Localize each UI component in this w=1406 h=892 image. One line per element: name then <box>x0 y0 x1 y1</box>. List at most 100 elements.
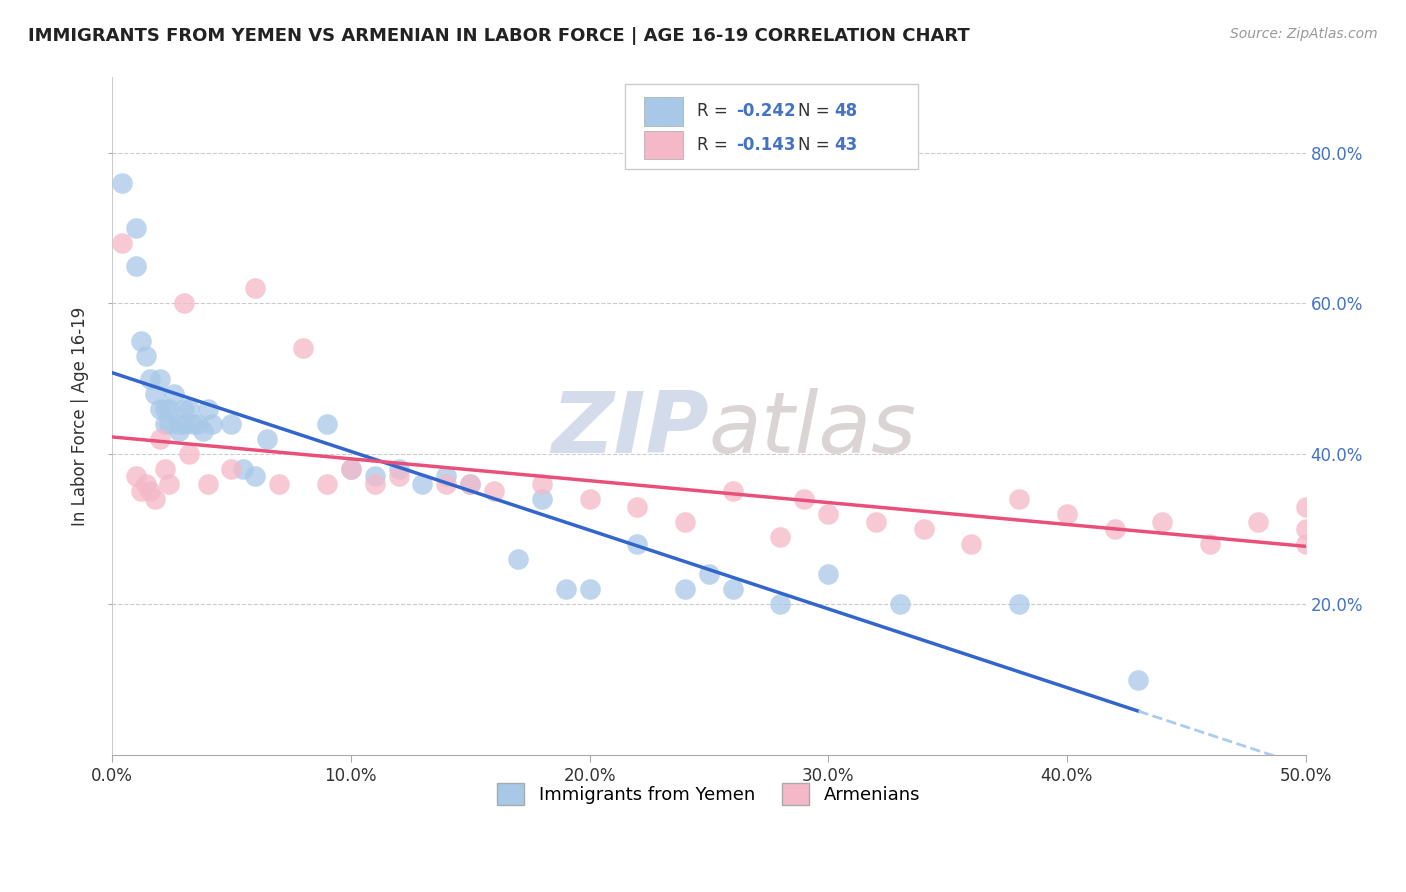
Point <box>173 401 195 416</box>
Point <box>173 296 195 310</box>
Point <box>1008 598 1031 612</box>
Point <box>292 342 315 356</box>
Point <box>769 530 792 544</box>
Point <box>221 417 243 431</box>
Text: IMMIGRANTS FROM YEMEN VS ARMENIAN IN LABOR FORCE | AGE 16-19 CORRELATION CHART: IMMIGRANTS FROM YEMEN VS ARMENIAN IN LAB… <box>28 27 970 45</box>
Text: atlas: atlas <box>709 388 917 471</box>
Point <box>197 401 219 416</box>
Point <box>1128 673 1150 687</box>
Point <box>135 349 157 363</box>
Point <box>340 462 363 476</box>
Text: R =: R = <box>697 103 733 120</box>
Text: -0.143: -0.143 <box>737 136 796 154</box>
Point <box>721 484 744 499</box>
Point <box>793 491 815 506</box>
Text: -0.242: -0.242 <box>737 103 796 120</box>
Point <box>245 281 267 295</box>
Point <box>245 469 267 483</box>
Point <box>125 259 148 273</box>
Point <box>411 477 433 491</box>
Text: 48: 48 <box>834 103 858 120</box>
Point <box>1104 522 1126 536</box>
Point <box>163 386 186 401</box>
Point <box>1199 537 1222 551</box>
Text: R =: R = <box>697 136 733 154</box>
Text: Source: ZipAtlas.com: Source: ZipAtlas.com <box>1230 27 1378 41</box>
Point <box>434 477 457 491</box>
Point <box>506 552 529 566</box>
Point <box>232 462 254 476</box>
Text: 43: 43 <box>834 136 858 154</box>
Point <box>111 235 134 250</box>
Point <box>125 469 148 483</box>
Point <box>697 567 720 582</box>
Point <box>167 417 190 431</box>
Text: N =: N = <box>799 136 835 154</box>
Point <box>434 469 457 483</box>
Point <box>1152 515 1174 529</box>
Point <box>143 386 166 401</box>
Point <box>125 221 148 235</box>
Point <box>817 507 839 521</box>
Point <box>363 469 385 483</box>
Point <box>458 477 481 491</box>
Point <box>769 598 792 612</box>
Point <box>149 371 172 385</box>
Point <box>269 477 291 491</box>
Point <box>1056 507 1078 521</box>
Point <box>139 371 162 385</box>
Point <box>387 462 409 476</box>
Point <box>912 522 935 536</box>
Point <box>1008 491 1031 506</box>
Point <box>191 424 214 438</box>
Point <box>177 401 200 416</box>
Point <box>111 176 134 190</box>
Point <box>626 537 648 551</box>
Point <box>673 515 696 529</box>
Point <box>221 462 243 476</box>
Point <box>149 432 172 446</box>
Point <box>159 477 181 491</box>
Point <box>153 462 176 476</box>
Point <box>865 515 887 529</box>
Point <box>1295 537 1317 551</box>
Point <box>159 401 181 416</box>
Point <box>1295 522 1317 536</box>
Point <box>129 334 152 348</box>
Point <box>149 401 172 416</box>
FancyBboxPatch shape <box>626 84 918 169</box>
Point <box>143 491 166 506</box>
Point <box>554 582 576 597</box>
Point <box>177 447 200 461</box>
Text: ZIP: ZIP <box>551 388 709 471</box>
Legend: Immigrants from Yemen, Armenians: Immigrants from Yemen, Armenians <box>488 773 929 814</box>
Point <box>187 417 209 431</box>
Point <box>256 432 278 446</box>
FancyBboxPatch shape <box>644 97 682 126</box>
Point <box>173 417 195 431</box>
Point <box>626 500 648 514</box>
Point <box>340 462 363 476</box>
Point <box>129 484 152 499</box>
Point <box>578 491 600 506</box>
Text: N =: N = <box>799 103 835 120</box>
Point <box>458 477 481 491</box>
Point <box>159 417 181 431</box>
FancyBboxPatch shape <box>644 131 682 160</box>
Point <box>153 401 176 416</box>
Point <box>363 477 385 491</box>
Point <box>387 469 409 483</box>
Point <box>197 477 219 491</box>
Point <box>181 417 204 431</box>
Point <box>316 417 339 431</box>
Point <box>482 484 505 499</box>
Y-axis label: In Labor Force | Age 16-19: In Labor Force | Age 16-19 <box>72 307 89 525</box>
Point <box>721 582 744 597</box>
Point <box>135 477 157 491</box>
Point <box>889 598 911 612</box>
Point <box>530 491 553 506</box>
Point <box>139 484 162 499</box>
Point <box>960 537 983 551</box>
Point <box>578 582 600 597</box>
Point <box>530 477 553 491</box>
